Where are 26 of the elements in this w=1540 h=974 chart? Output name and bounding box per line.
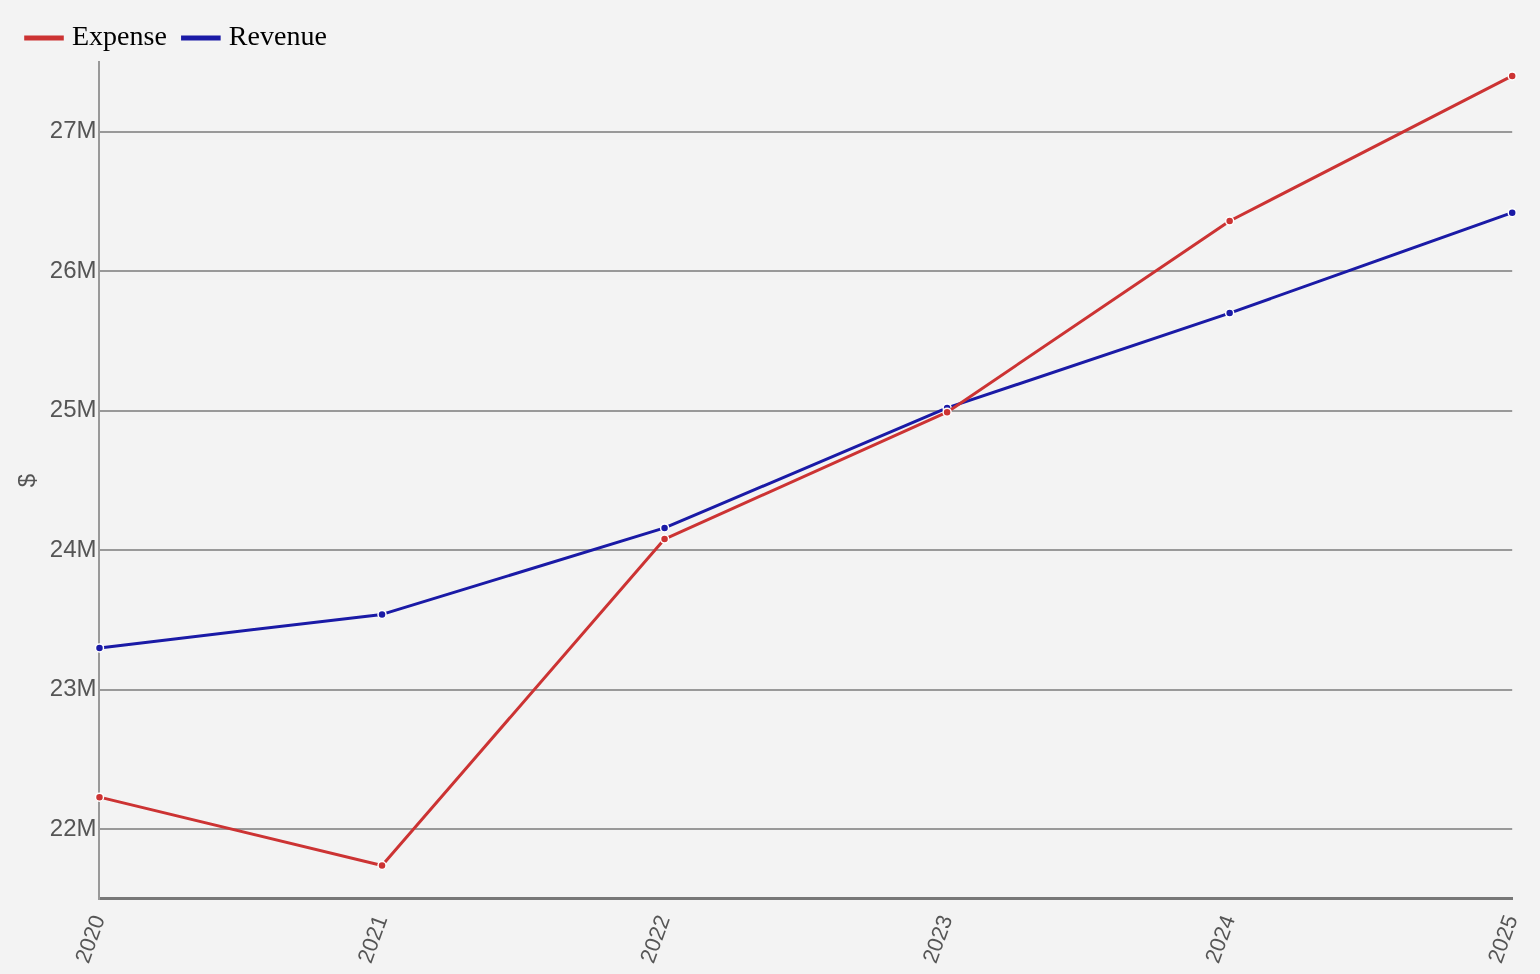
y-axis-title: $	[13, 473, 41, 488]
legend-label: Revenue	[228, 20, 327, 52]
point	[1507, 71, 1517, 81]
x-tick-label: 2020	[69, 911, 110, 967]
y-tick-label: 22M	[49, 813, 97, 841]
point	[1224, 216, 1235, 226]
point	[1507, 207, 1517, 218]
point	[377, 860, 387, 871]
point	[94, 643, 105, 653]
x-tick-label: 2025	[1482, 911, 1523, 967]
y-tick-label: 27M	[49, 116, 97, 144]
point	[659, 534, 670, 544]
y-tick-label: 25M	[49, 395, 97, 423]
legend-label: Expense	[72, 20, 167, 52]
point	[377, 609, 387, 620]
x-tick-label: 2023	[917, 911, 958, 967]
point	[942, 407, 952, 417]
y-tick-label: 26M	[49, 255, 97, 283]
point	[659, 523, 670, 533]
x-tick-label: 2024	[1199, 911, 1241, 967]
y-tick-label: 23M	[49, 674, 97, 702]
point	[94, 792, 105, 802]
point	[1224, 308, 1235, 318]
x-tick-label: 2021	[352, 911, 393, 967]
x-tick-label: 2022	[634, 911, 675, 967]
y-tick-label: 24M	[49, 534, 97, 562]
